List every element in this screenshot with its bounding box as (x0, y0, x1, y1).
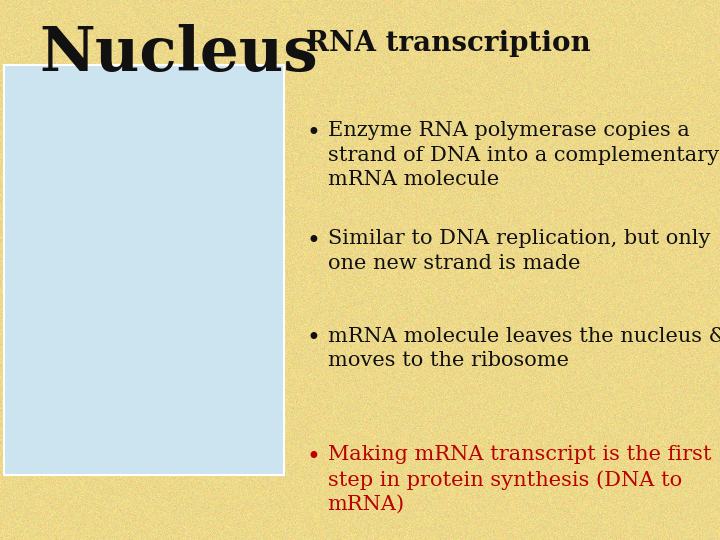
Text: mRNA molecule leaves the nucleus &
moves to the ribosome: mRNA molecule leaves the nucleus & moves… (328, 327, 720, 370)
FancyBboxPatch shape (4, 65, 284, 475)
Text: Enzyme RNA polymerase copies a
strand of DNA into a complementary
mRNA molecule: Enzyme RNA polymerase copies a strand of… (328, 122, 719, 189)
Text: •: • (306, 122, 320, 145)
Text: Similar to DNA replication, but only
one new strand is made: Similar to DNA replication, but only one… (328, 230, 710, 273)
Text: •: • (306, 327, 320, 350)
Text: Nucleus: Nucleus (40, 24, 318, 84)
Text: Making mRNA transcript is the first
step in protein synthesis (DNA to
mRNA): Making mRNA transcript is the first step… (328, 446, 711, 514)
Text: •: • (306, 446, 320, 469)
Text: •: • (306, 230, 320, 253)
Text: RNA transcription: RNA transcription (306, 30, 590, 57)
